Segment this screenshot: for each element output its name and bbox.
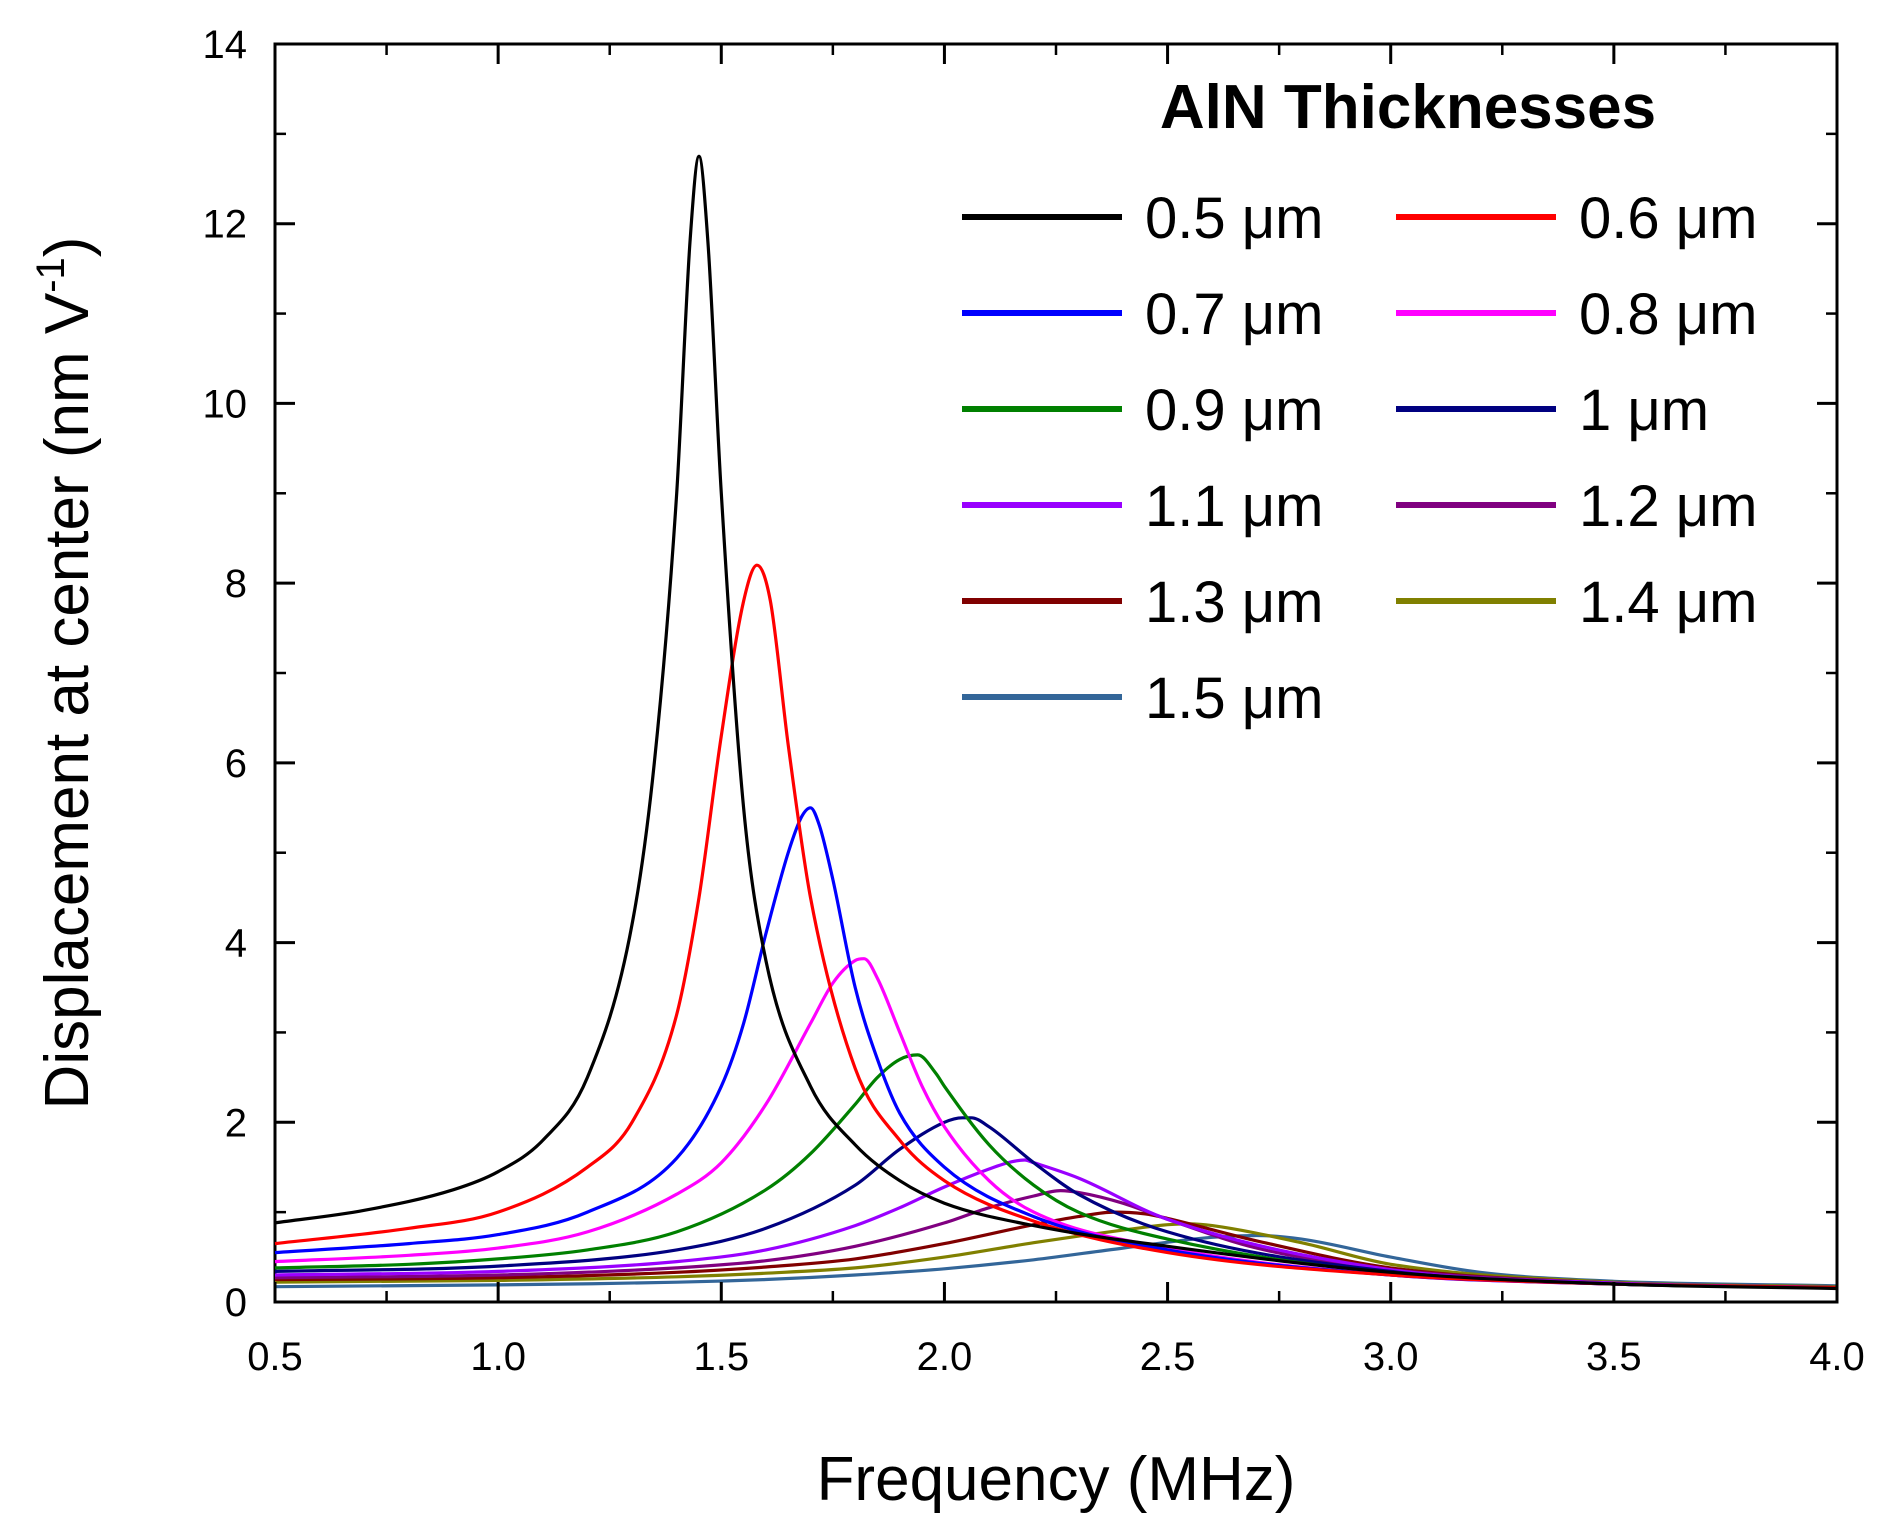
legend: 0.5 μm 0.6 μm 0.7 μm 0.8 μm 0.9 μm 1 μm 1.1 μm… [962, 186, 1757, 731]
x-tick-label: 2.0 [917, 1335, 973, 1379]
legend-label: 0.8 μm [1579, 282, 1757, 347]
y-axis-title-main: Displacement at center (nm V [33, 292, 102, 1109]
legend-label: 0.9 μm [1145, 378, 1323, 443]
x-tick-label: 3.0 [1363, 1335, 1419, 1379]
y-axis-title: Displacement at center (nm V-1) [29, 237, 102, 1110]
y-tick-label: 4 [225, 922, 247, 966]
plot-area [273, 42, 1839, 1304]
x-tick-label: 0.5 [247, 1335, 303, 1379]
series-line-1 [274, 563, 1838, 1290]
legend-label: 1.4 μm [1579, 570, 1757, 635]
x-tick-label: 1.5 [693, 1335, 749, 1379]
legend-label: 1.3 μm [1145, 570, 1323, 635]
y-axis: 0 2 4 6 8 10 12 14 [203, 23, 1837, 1325]
legend-label: 0.7 μm [1145, 282, 1323, 347]
legend-label: 1.5 μm [1145, 666, 1323, 731]
series-layer [274, 154, 1838, 1291]
legend-label: 0.6 μm [1579, 186, 1757, 251]
legend-title: AlN Thicknesses [1160, 73, 1656, 142]
x-tick-label: 1.0 [470, 1335, 526, 1379]
y-tick-label: 2 [225, 1101, 247, 1145]
legend-label: 1 μm [1579, 378, 1709, 443]
y-axis-title-sup: -1 [29, 257, 73, 293]
x-tick-label: 2.5 [1140, 1335, 1196, 1379]
y-tick-label: 14 [203, 23, 248, 67]
y-axis-title-close: ) [33, 237, 102, 258]
legend-label: 0.5 μm [1145, 186, 1323, 251]
x-axis-title: Frequency (MHz) [817, 1445, 1296, 1514]
x-tick-label: 4.0 [1809, 1335, 1865, 1379]
legend-label: 1.2 μm [1579, 474, 1757, 539]
y-tick-label: 0 [225, 1281, 247, 1325]
x-tick-label: 3.5 [1586, 1335, 1642, 1379]
x-axis: 0.5 1.0 1.5 2.0 2.5 3.0 3.5 4.0 [247, 44, 1865, 1379]
series-line-9 [274, 1222, 1838, 1289]
y-tick-label: 6 [225, 742, 247, 786]
y-tick-label: 10 [203, 382, 248, 426]
series-line-0 [274, 154, 1838, 1291]
y-tick-label: 8 [225, 562, 247, 606]
series-line-10 [274, 1233, 1838, 1289]
legend-label: 1.1 μm [1145, 474, 1323, 539]
y-tick-label: 12 [203, 203, 248, 247]
